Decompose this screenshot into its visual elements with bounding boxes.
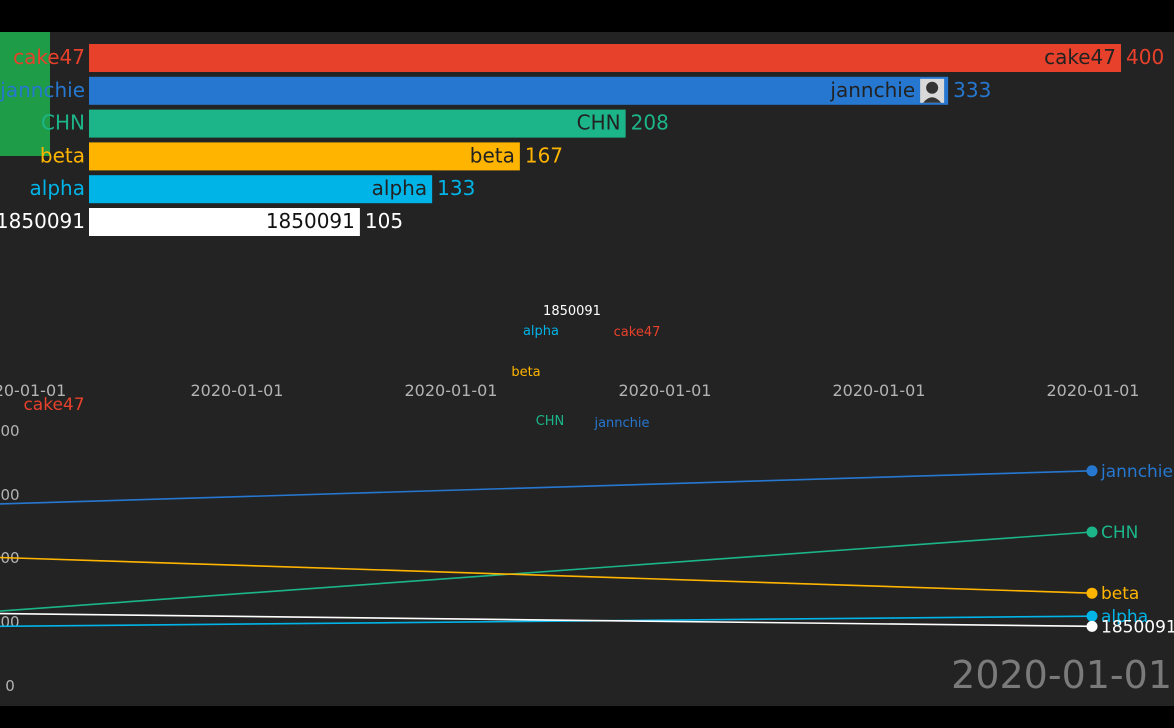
x-tick-label: 2020-01-01 — [619, 381, 712, 400]
y-tick-label: 00 — [0, 613, 19, 631]
scatter-label: beta — [511, 365, 540, 380]
bar-value-label: 400 — [1126, 45, 1164, 69]
line-1850091 — [0, 612, 1093, 628]
line-beta — [0, 556, 1093, 594]
scatter-label: cake47 — [614, 325, 661, 340]
line-end-dot — [1086, 587, 1098, 599]
bar-cake47 — [89, 44, 1121, 72]
line-CHN — [0, 531, 1093, 612]
green-side-tab — [0, 32, 50, 156]
current-date-label: 2020-01-01 — [951, 653, 1172, 697]
line-end-label: beta — [1101, 584, 1139, 604]
y-tick-label: 0 — [5, 677, 15, 695]
y-tick-label: 00 — [0, 486, 19, 504]
bar-value-label: 133 — [437, 176, 475, 200]
bar-value-label: 105 — [365, 209, 403, 233]
bar-inner-label: cake47 — [1044, 45, 1116, 69]
x-tick-label: 2020-01-01 — [191, 381, 284, 400]
bar-category-label: CHN — [41, 111, 85, 135]
bar-inner-label: jannchie — [829, 78, 915, 102]
x-tick-label: 2020-01-01 — [833, 381, 926, 400]
x-tick-label: 2020-01-01 — [1047, 381, 1140, 400]
bar-chart: cake47 cake47 400 jannchie jannchie 333 CHN CHN… — [0, 44, 1164, 236]
avatar-icon — [920, 78, 945, 103]
line-end-dot — [1086, 620, 1098, 632]
y-tick-label: 00 — [0, 422, 19, 440]
bar-value-label: 333 — [953, 78, 991, 102]
x-tick-label: 20-01-01 — [0, 381, 66, 400]
scatter-label: CHN — [536, 414, 565, 429]
bar-inner-label: CHN — [577, 111, 621, 135]
line-alpha — [0, 615, 1093, 628]
bar-value-label: 167 — [525, 143, 563, 167]
line-end-dot — [1086, 610, 1098, 622]
line-chart-axes: 20-01-01 2020-01-01 2020-01-01 2020-01-01 20… — [0, 381, 1139, 695]
bar-inner-label: 1850091 — [266, 209, 355, 233]
line-end-dot — [1086, 526, 1098, 538]
line-end-label: 1850091 — [1101, 617, 1174, 637]
scatter-labels: 1850091 alpha cake47 beta CHN jannchie cake47 — [23, 304, 660, 431]
scatter-label: jannchie — [593, 416, 649, 431]
bar-jannchie — [89, 76, 949, 105]
bar-inner-label: beta — [470, 143, 515, 167]
line-end-label: alpha — [1101, 607, 1148, 627]
bar-CHN — [89, 109, 626, 138]
scatter-label: alpha — [523, 324, 559, 339]
bar-1850091 — [89, 208, 360, 236]
line-end-dot — [1086, 465, 1098, 477]
bar-category-label: beta — [40, 143, 85, 167]
bar-value-label: 208 — [631, 111, 669, 135]
bar-category-label: cake47 — [13, 45, 85, 69]
bar-category-label: alpha — [30, 176, 85, 200]
scatter-label: 1850091 — [543, 304, 601, 319]
line-end-label: jannchie — [1100, 462, 1173, 482]
bar-inner-label: alpha — [372, 176, 427, 200]
x-tick-label: 2020-01-01 — [405, 381, 498, 400]
bar-category-label: jannchie — [0, 78, 85, 102]
scatter-label: cake47 — [23, 395, 84, 415]
line-jannchie — [0, 470, 1093, 505]
bar-alpha — [89, 175, 433, 204]
bar-category-label: 1850091 — [0, 209, 85, 233]
bar-beta — [89, 142, 520, 171]
line-end-label: CHN — [1101, 523, 1138, 543]
